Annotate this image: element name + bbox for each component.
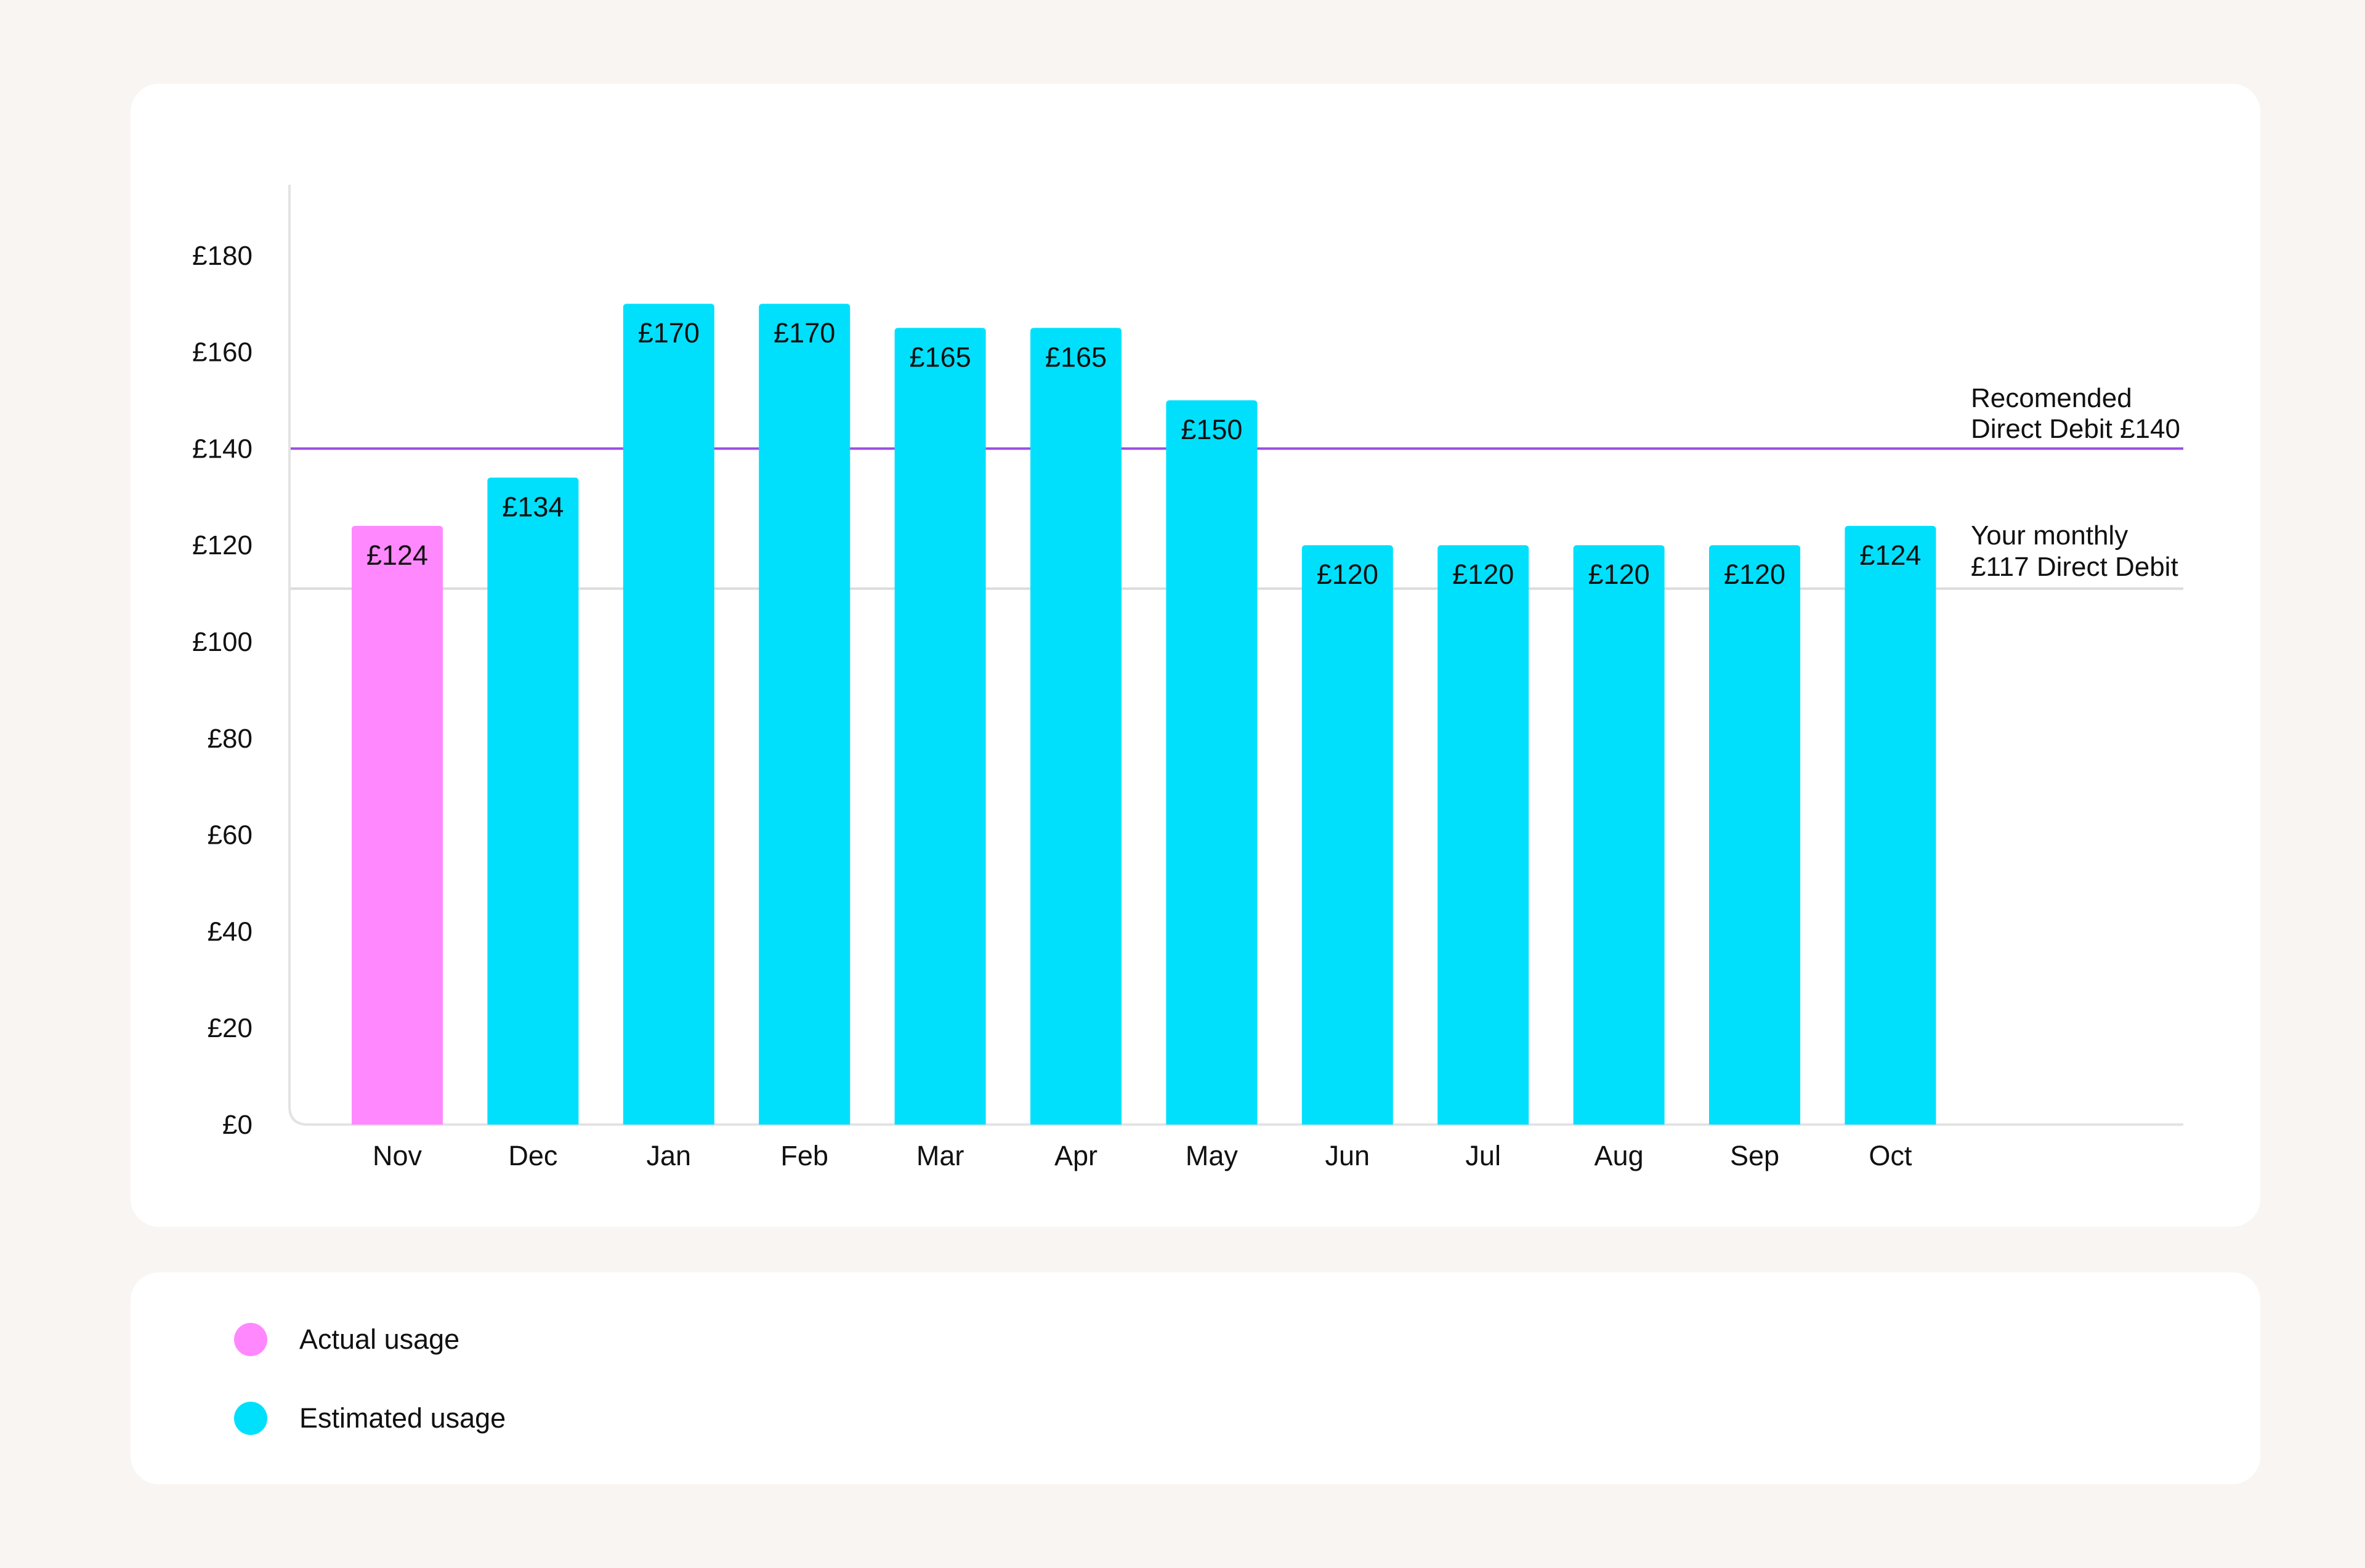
reference-line-label-1-0: Your monthly xyxy=(1971,520,2128,551)
bar-nov xyxy=(352,525,443,1125)
x-tick-label-aug: Aug xyxy=(1595,1140,1644,1171)
x-tick-label-sep: Sep xyxy=(1730,1140,1779,1171)
legend-item-estimated: Estimated usage xyxy=(234,1402,506,1435)
x-tick-label-mar: Mar xyxy=(916,1140,964,1171)
y-tick-label: £160 xyxy=(192,337,253,368)
x-tick-label-jul: Jul xyxy=(1465,1140,1501,1171)
data-label-aug: £120 xyxy=(1588,559,1650,590)
x-tick-label-dec: Dec xyxy=(508,1140,557,1171)
bar-jan xyxy=(623,304,714,1125)
data-label-mar: £165 xyxy=(910,341,971,373)
y-tick-label: £180 xyxy=(192,241,253,271)
legend-card: Actual usage Estimated usage xyxy=(131,1272,2260,1484)
y-tick-label: £80 xyxy=(208,724,253,754)
bar-aug xyxy=(1573,545,1665,1125)
y-tick-label: £140 xyxy=(192,434,253,464)
data-label-dec: £134 xyxy=(502,491,564,522)
data-label-nov: £124 xyxy=(366,540,428,571)
legend-dot-actual xyxy=(234,1323,267,1356)
bar-jun xyxy=(1301,545,1393,1125)
reference-line-label-0-0: Recomended xyxy=(1971,383,2132,413)
x-tick-label-nov: Nov xyxy=(373,1140,422,1171)
bar-jul xyxy=(1437,545,1529,1125)
data-label-jun: £120 xyxy=(1317,559,1378,590)
y-tick-label: £20 xyxy=(208,1013,253,1043)
bar-oct xyxy=(1845,525,1936,1125)
y-tick-label: £0 xyxy=(222,1110,253,1140)
x-tick-label-feb: Feb xyxy=(780,1140,828,1171)
y-tick-label: £120 xyxy=(192,530,253,560)
bar-mar xyxy=(894,328,986,1125)
x-tick-label-apr: Apr xyxy=(1054,1140,1098,1171)
bar-dec xyxy=(487,477,579,1125)
bar-sep xyxy=(1709,545,1800,1125)
x-tick-label-oct: Oct xyxy=(1869,1140,1912,1171)
data-label-feb: £170 xyxy=(774,317,835,349)
y-tick-label: £60 xyxy=(208,820,253,851)
data-label-may: £150 xyxy=(1181,414,1242,445)
x-tick-label-jun: Jun xyxy=(1325,1140,1370,1171)
legend-label-estimated: Estimated usage xyxy=(299,1402,506,1434)
y-tick-label: £40 xyxy=(208,916,253,947)
legend-label-actual: Actual usage xyxy=(299,1324,460,1355)
y-tick-label: £100 xyxy=(192,627,253,657)
x-tick-label-jan: Jan xyxy=(647,1140,692,1171)
reference-line-label-1-1: £117 Direct Debit xyxy=(1971,552,2178,582)
bar-may xyxy=(1166,400,1258,1125)
chart-axes xyxy=(288,185,2183,1126)
legend-dot-estimated xyxy=(234,1402,267,1435)
data-label-oct: £124 xyxy=(1859,540,1921,571)
data-label-apr: £165 xyxy=(1045,341,1107,373)
data-label-jul: £120 xyxy=(1452,559,1514,590)
data-label-jan: £170 xyxy=(638,317,700,349)
bar-feb xyxy=(759,304,851,1125)
data-label-sep: £120 xyxy=(1724,559,1785,590)
x-tick-label-may: May xyxy=(1186,1140,1239,1171)
legend-item-actual: Actual usage xyxy=(234,1323,459,1356)
bar-apr xyxy=(1030,328,1122,1125)
reference-line-label-0-1: Direct Debit £140 xyxy=(1971,414,2180,444)
